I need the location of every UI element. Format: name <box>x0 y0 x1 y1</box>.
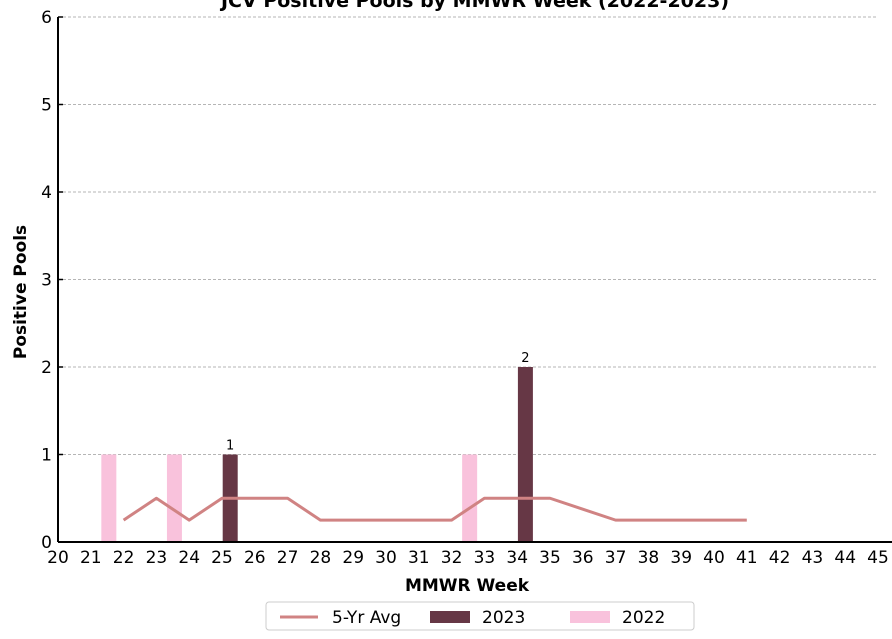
y-tick-label: 0 <box>41 533 52 553</box>
chart-title: JCV Positive Pools by MMWR Week (2022-20… <box>219 0 729 12</box>
y-tick-label: 4 <box>41 183 52 203</box>
x-tick-label: 23 <box>146 548 168 568</box>
x-tick-label: 38 <box>638 548 660 568</box>
legend-swatch-2023 <box>430 611 470 623</box>
y-tick-label: 2 <box>41 358 52 378</box>
legend-label: 2023 <box>482 608 525 628</box>
line-series <box>122 496 747 522</box>
bar-2022-week-22 <box>101 454 117 542</box>
data-label: 1 <box>226 439 234 454</box>
y-tick-label: 6 <box>41 8 52 28</box>
x-tick-label: 42 <box>769 548 791 568</box>
x-tick-label: 22 <box>113 548 135 568</box>
x-tick-label: 21 <box>80 548 102 568</box>
x-tick-label: 25 <box>211 548 233 568</box>
y-tick-labels: 0 1 2 3 4 5 6 <box>41 8 63 553</box>
x-tick-label: 45 <box>867 548 889 568</box>
legend-label: 2022 <box>622 608 665 628</box>
x-tick-label: 39 <box>670 548 692 568</box>
data-labels: 12 <box>226 351 529 454</box>
x-tick-label: 34 <box>506 548 528 568</box>
legend: 5-Yr Avg 2023 2022 <box>265 601 695 631</box>
x-tick-label: 44 <box>834 548 856 568</box>
x-tick-label: 26 <box>244 548 266 568</box>
x-tick-label: 33 <box>474 548 496 568</box>
x-tick-label: 30 <box>375 548 397 568</box>
x-tick-label: 32 <box>441 548 463 568</box>
x-tick-label: 43 <box>802 548 824 568</box>
y-tick-label: 5 <box>41 96 52 116</box>
y-tick-label: 3 <box>41 271 52 291</box>
bar-2022-week-33 <box>462 454 478 542</box>
gridlines <box>58 16 878 455</box>
x-tick-label: 41 <box>736 548 758 568</box>
x-tick-label: 40 <box>703 548 725 568</box>
y-axis-title: Positive Pools <box>11 225 31 359</box>
x-tick-label: 35 <box>539 548 561 568</box>
x-tick-label: 37 <box>605 548 627 568</box>
x-tick-labels: 20 21 22 23 24 25 26 27 28 29 30 31 32 33 34 35 36 37 38 39… <box>47 548 889 568</box>
bars <box>101 367 533 542</box>
legend-label: 5-Yr Avg <box>332 608 401 628</box>
x-axis-title: MMWR Week <box>405 576 530 596</box>
bar-2023-week-34 <box>517 367 533 542</box>
x-tick-label: 36 <box>572 548 594 568</box>
x-tick-label: 27 <box>277 548 299 568</box>
x-tick-label: 28 <box>310 548 332 568</box>
x-tick-label: 24 <box>178 548 200 568</box>
x-tick-label: 29 <box>342 548 364 568</box>
x-tick-label: 20 <box>47 548 69 568</box>
y-tick-label: 1 <box>41 446 52 466</box>
line-5-Yr Avg <box>122 496 747 522</box>
bar-2022-week-24 <box>166 454 182 542</box>
x-tick-label: 31 <box>408 548 430 568</box>
legend-swatch-2022 <box>570 611 610 623</box>
data-label: 2 <box>521 351 529 366</box>
